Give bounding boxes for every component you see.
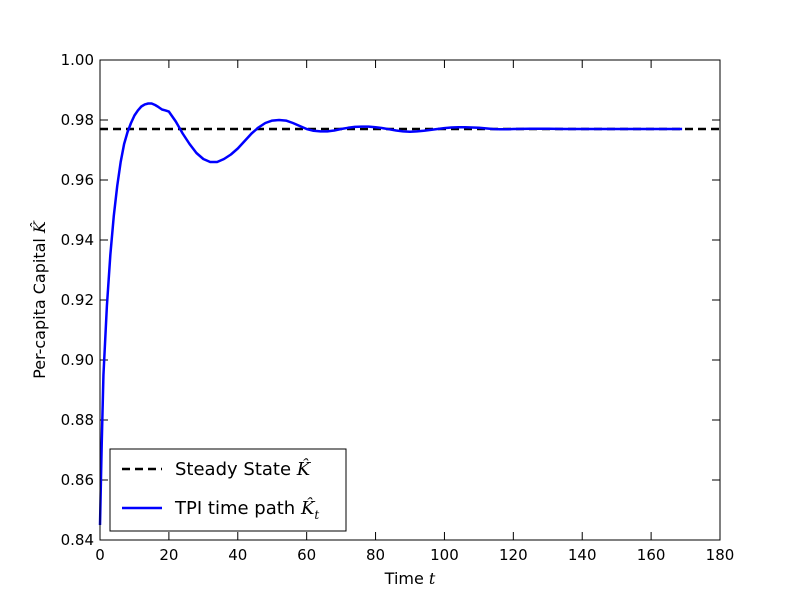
legend-tpi-name: TPI time path — [174, 498, 295, 519]
tpi-time-path-line — [98, 102, 683, 526]
legend-steady-state-symbol: K̂ — [296, 458, 312, 480]
y-tick-label: 0.90 — [61, 351, 94, 369]
plot-frame — [99, 59, 721, 541]
x-tick-label: 0 — [95, 546, 105, 564]
x-tick-label: 140 — [568, 546, 597, 564]
legend-tpi-symbol: K̂ — [300, 497, 316, 519]
x-tick-label: 60 — [297, 546, 316, 564]
x-tick-label: 20 — [159, 546, 178, 564]
y-tick-label: 0.88 — [61, 411, 94, 429]
x-tick-label: 120 — [499, 546, 528, 564]
y-axis-ticks: 0.84 0.86 0.88 0.90 0.92 0.94 0.96 0.98 1.00 — [61, 51, 720, 549]
x-axis-ticks: 0 20 40 60 80 100 120 140 160 180 — [95, 60, 734, 564]
legend-box — [109, 448, 347, 532]
x-tick-label: 180 — [706, 546, 735, 564]
legend: Steady State K̂ TPI time path K̂t — [109, 448, 347, 532]
legend-steady-state-label: Steady State K̂ — [175, 458, 312, 480]
y-axis-label-symbol: K̂ — [30, 220, 49, 234]
legend-steady-state-name: Steady State — [175, 459, 291, 480]
x-tick-label: 40 — [228, 546, 247, 564]
x-tick-label: 80 — [366, 546, 385, 564]
y-tick-label: 1.00 — [61, 51, 94, 69]
y-tick-label: 0.92 — [61, 291, 94, 309]
x-tick-label: 100 — [430, 546, 459, 564]
plot-series — [98, 102, 720, 526]
legend-tpi-label: TPI time path K̂t — [174, 497, 319, 522]
x-axis-label: Time t — [384, 569, 436, 588]
y-tick-label: 0.84 — [61, 531, 94, 549]
x-tick-label: 160 — [637, 546, 666, 564]
y-tick-label: 0.96 — [61, 171, 94, 189]
y-tick-label: 0.94 — [61, 231, 94, 249]
x-axis-label-symbol: t — [429, 569, 436, 588]
y-tick-label: 0.98 — [61, 111, 94, 129]
y-axis-label-text: Per-capita Capital — [30, 238, 49, 379]
legend-tpi-subscript: t — [314, 508, 319, 522]
y-tick-label: 0.86 — [61, 471, 94, 489]
x-axis-label-text: Time — [384, 569, 424, 588]
y-axis-label: Per-capita Capital K̂ — [30, 220, 49, 379]
